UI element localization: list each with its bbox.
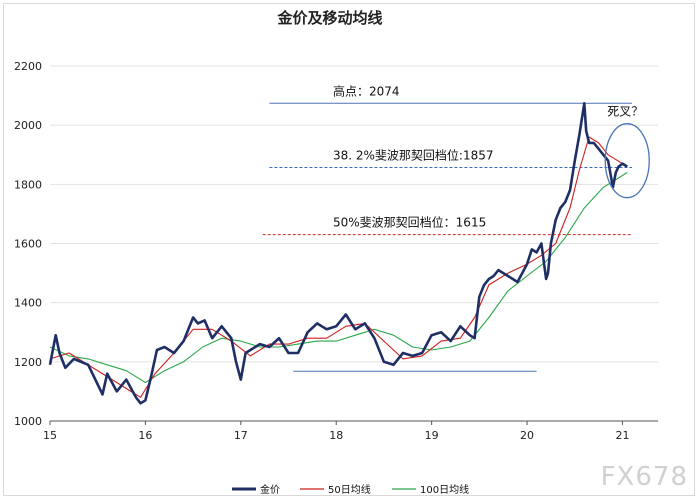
annotation-text: 死叉？ — [607, 105, 643, 119]
legend: 金价 50日均线 100日均线 — [232, 483, 469, 496]
annotation-text: 高点：2074 — [333, 83, 400, 98]
annotation-ellipse — [604, 123, 650, 199]
grid-lines — [50, 65, 658, 422]
annotation-text: 50%斐波那契回档位：1615 — [333, 215, 486, 230]
series-lines — [48, 102, 628, 405]
y-tick-label: 1400 — [14, 297, 42, 310]
reference-lines — [262, 102, 632, 372]
x-tick-label: 15 — [43, 429, 57, 442]
series-line-2 — [49, 172, 628, 384]
y-axis-ticks: 1000 1200 1400 1600 1800 2000 2200 — [14, 60, 42, 428]
y-tick-label: 1600 — [14, 238, 42, 251]
x-tick-label: 18 — [329, 429, 343, 442]
legend-label: 金价 — [260, 483, 280, 496]
watermark-logo: FX678 — [600, 462, 688, 492]
legend-label: 100日均线 — [420, 483, 469, 496]
legend-label: 50日均线 — [328, 483, 371, 496]
annotations: 高点：2074 38. 2%斐波那契回档位:1857 50%斐波那契回档位：1615… — [333, 83, 650, 230]
annotation-text: 38. 2%斐波那契回档位:1857 — [333, 147, 494, 162]
x-tick-label: 19 — [425, 429, 439, 442]
y-tick-label: 1200 — [14, 356, 42, 369]
x-tick-label: 20 — [520, 429, 534, 442]
y-tick-label: 2000 — [14, 119, 42, 132]
x-tick-label: 21 — [615, 429, 629, 442]
series-line-0 — [48, 102, 628, 405]
chart-frame — [3, 3, 695, 496]
y-tick-label: 1800 — [14, 178, 42, 191]
chart-title: 金价及移动均线 — [276, 9, 382, 27]
series-line-1 — [49, 136, 628, 398]
x-tick-label: 16 — [138, 429, 152, 442]
y-tick-label: 2200 — [14, 60, 42, 73]
x-tick-label: 17 — [234, 429, 248, 442]
y-tick-label: 1000 — [14, 415, 42, 428]
x-axis-ticks: 15 16 17 18 19 20 21 — [43, 421, 629, 442]
